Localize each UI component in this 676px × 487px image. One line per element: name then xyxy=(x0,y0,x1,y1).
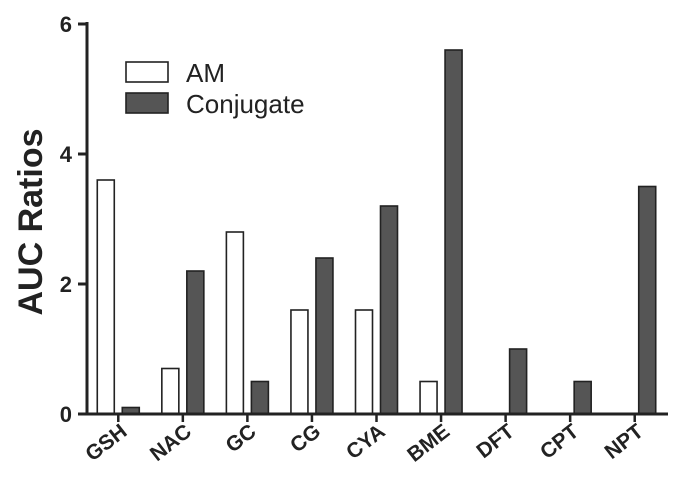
bar-am-bme xyxy=(419,380,438,415)
bar-conjugate-cya xyxy=(379,205,399,415)
bar-am-cg xyxy=(290,309,309,415)
bar-conjugate-nac xyxy=(186,270,205,415)
bar-am-gc xyxy=(225,231,245,415)
x-tick-label-cg: CG xyxy=(286,420,325,458)
bar-am-gsh xyxy=(96,179,116,415)
legend-label-am: AM xyxy=(186,58,225,88)
bar-am-cya xyxy=(354,309,374,415)
bar-conjugate-cpt xyxy=(573,380,592,415)
x-tick-label-dft: DFT xyxy=(472,420,518,463)
y-axis-label: AUC Ratios xyxy=(12,128,50,315)
bar-conjugate-npt xyxy=(637,185,657,415)
x-tick-label-gsh: GSH xyxy=(81,420,131,466)
legend-swatch-conjugate xyxy=(125,92,169,114)
x-tick-label-cya: CYA xyxy=(342,420,390,464)
legend-swatch-am xyxy=(125,61,169,83)
y-tick-label-4: 4 xyxy=(60,142,73,167)
bar-conjugate-dft xyxy=(508,348,528,415)
legend-label-conjugate: Conjugate xyxy=(186,89,305,119)
bar-conjugate-bme xyxy=(444,49,463,415)
y-tick-label-0: 0 xyxy=(60,402,72,427)
bar-conjugate-gc xyxy=(250,380,270,415)
y-tick-label-2: 2 xyxy=(60,272,72,297)
x-tick-label-nac: NAC xyxy=(146,420,196,466)
bar-conjugate-cg xyxy=(315,257,334,415)
bar-am-nac xyxy=(161,367,180,415)
x-tick-label-npt: NPT xyxy=(601,420,648,464)
x-tick-label-gc: GC xyxy=(221,420,260,458)
x-tick-label-cpt: CPT xyxy=(536,420,583,464)
x-tick-label-bme: BME xyxy=(403,420,454,467)
y-tick-label-6: 6 xyxy=(60,12,72,37)
